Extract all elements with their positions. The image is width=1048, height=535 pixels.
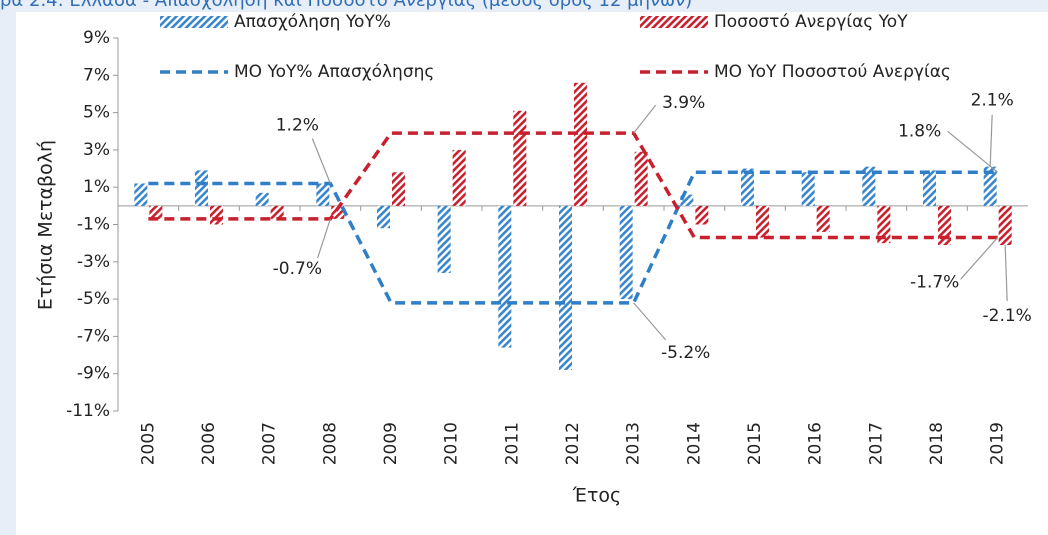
- y-tick-label: -11%: [66, 401, 110, 421]
- label-background: [981, 305, 1034, 328]
- y-tick-label: 9%: [83, 28, 110, 48]
- data-label: -1.7%: [910, 273, 959, 293]
- data-label: 3.9%: [662, 93, 705, 113]
- x-tick-label: 2013: [624, 422, 644, 465]
- bar: [923, 170, 936, 206]
- y-tick-label: 5%: [83, 103, 110, 123]
- bar: [195, 170, 208, 206]
- bar: [149, 205, 163, 219]
- x-tick-label: 2014: [684, 422, 704, 465]
- x-tick-label: 2007: [260, 422, 280, 465]
- legend-swatch: [160, 16, 228, 28]
- bar: [680, 194, 694, 206]
- bar: [255, 192, 269, 206]
- leader-line: [633, 302, 667, 341]
- label-background: [893, 120, 946, 143]
- label-background: [966, 89, 1019, 112]
- bar: [498, 205, 512, 348]
- leader-line: [316, 218, 331, 260]
- y-tick-label: -3%: [77, 252, 110, 272]
- label-background: [271, 257, 324, 280]
- y-tick-label: 1%: [83, 177, 110, 197]
- bar: [695, 205, 709, 225]
- leader-line: [633, 104, 657, 134]
- label-background: [271, 114, 324, 137]
- bar: [619, 205, 633, 300]
- x-tick-label: 2011: [502, 422, 522, 465]
- label-background: [908, 271, 961, 294]
- bar: [210, 205, 223, 225]
- y-axis-title: Ετήσια Μεταβολή: [35, 140, 57, 310]
- data-label: -5.2%: [661, 343, 710, 363]
- bar: [559, 205, 572, 370]
- x-tick-label: 2015: [745, 422, 765, 465]
- bar: [377, 205, 390, 229]
- chart-title: ρα 2.4: Ελλάδα - Απασχόληση και Ποσοστό …: [0, 0, 692, 11]
- bar: [331, 205, 345, 219]
- leader-line: [957, 237, 999, 283]
- data-label: 1.8%: [898, 121, 941, 141]
- y-tick-label: -5%: [77, 289, 110, 309]
- x-tick-label: 2012: [563, 422, 583, 465]
- bar: [316, 183, 330, 206]
- data-label: -2.1%: [983, 306, 1032, 326]
- y-tick-label: -7%: [77, 326, 110, 346]
- bar: [741, 168, 754, 206]
- bar: [270, 205, 284, 219]
- chart-background: [16, 12, 1048, 535]
- label-background: [657, 92, 710, 115]
- bar: [877, 205, 891, 244]
- x-tick-label: 2006: [199, 422, 219, 465]
- bar: [938, 205, 951, 246]
- bar: [452, 149, 466, 206]
- data-label: 1.2%: [276, 115, 319, 135]
- x-tick-label: 2005: [138, 422, 158, 465]
- x-tick-label: 2018: [927, 422, 947, 465]
- leader-line: [989, 114, 993, 167]
- x-axis-title: Έτος: [572, 485, 621, 507]
- legend-label: ΜΟ YoY% Απασχόλησης: [234, 62, 434, 82]
- bar: [437, 205, 451, 273]
- x-tick-label: 2019: [988, 422, 1008, 465]
- bar: [998, 205, 1012, 246]
- x-tick-label: 2010: [442, 422, 462, 465]
- bar: [983, 166, 997, 206]
- bar: [862, 166, 876, 206]
- legend-label: ΜΟ YoY Ποσοστού Ανεργίας: [714, 62, 951, 82]
- bar: [574, 82, 587, 206]
- y-tick-label: -9%: [77, 364, 110, 384]
- x-tick-label: 2017: [866, 422, 886, 465]
- bar: [801, 172, 815, 206]
- leader-line: [1004, 244, 1008, 302]
- line: [148, 131, 998, 240]
- legend-swatch: [640, 16, 708, 28]
- legend-label: Απασχόληση YoY%: [234, 12, 391, 32]
- legend-label: Ποσοστό Ανεργίας YoY: [714, 12, 908, 32]
- x-tick-label: 2009: [381, 422, 401, 465]
- y-tick-label: 3%: [83, 140, 110, 160]
- x-tick-label: 2016: [806, 422, 826, 465]
- y-tick-label: -1%: [77, 215, 110, 235]
- bar: [513, 110, 527, 206]
- bar: [816, 205, 830, 232]
- leader-line: [311, 138, 331, 184]
- x-tick-label: 2008: [320, 422, 340, 465]
- leader-line: [947, 130, 999, 173]
- data-label: -0.7%: [273, 259, 322, 279]
- bar: [756, 205, 769, 238]
- data-label: 2.1%: [971, 91, 1014, 111]
- line: [148, 170, 998, 305]
- bar: [134, 183, 148, 206]
- bar: [392, 172, 405, 206]
- y-tick-label: 7%: [83, 65, 110, 85]
- bar: [634, 151, 648, 206]
- label-background: [659, 341, 712, 364]
